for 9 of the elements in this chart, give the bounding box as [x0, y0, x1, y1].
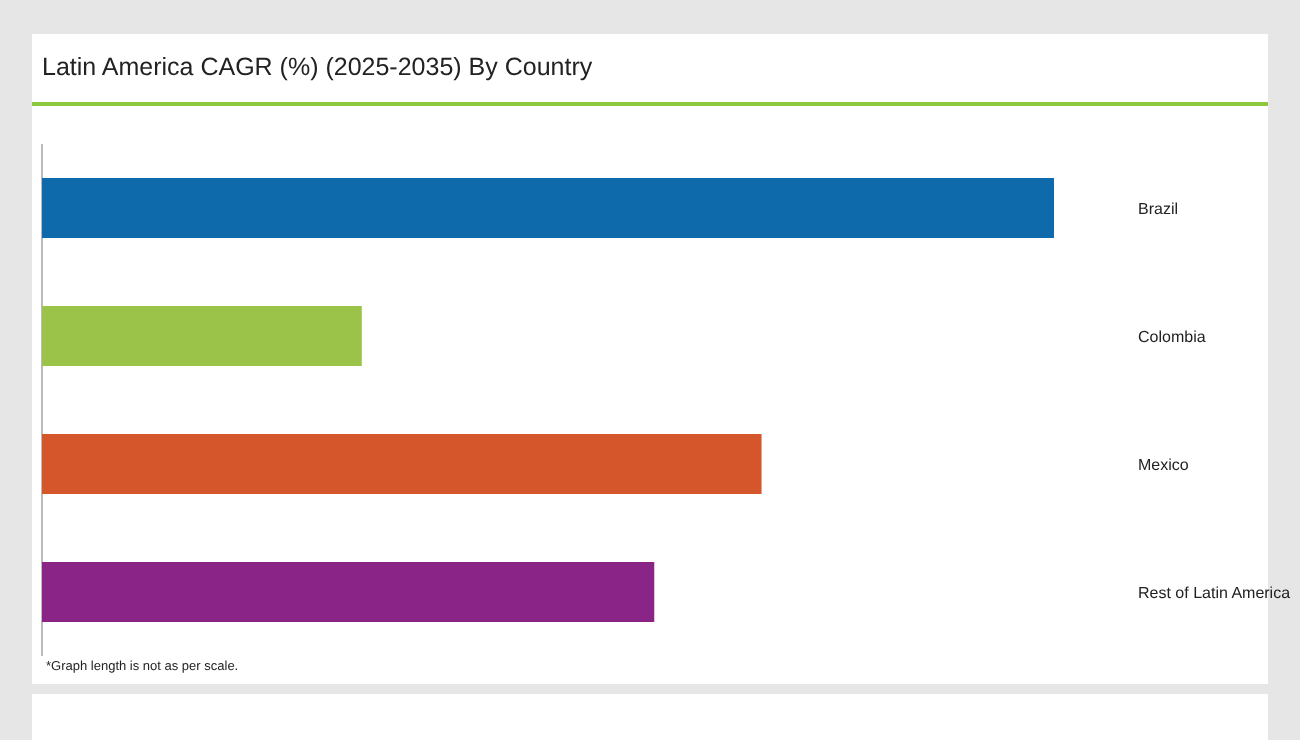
y-tick-label: Rest of Latin America	[1138, 583, 1292, 602]
y-tick-label: Colombia	[1138, 327, 1207, 346]
bar	[42, 177, 1054, 239]
y-tick-label: Mexico	[1138, 455, 1190, 474]
chart-title: Latin America CAGR (%) (2025-2035) By Country	[42, 52, 594, 81]
bar	[42, 305, 362, 367]
bar	[42, 433, 762, 495]
y-tick-label: Brazil	[1138, 199, 1179, 218]
bar	[42, 561, 655, 623]
